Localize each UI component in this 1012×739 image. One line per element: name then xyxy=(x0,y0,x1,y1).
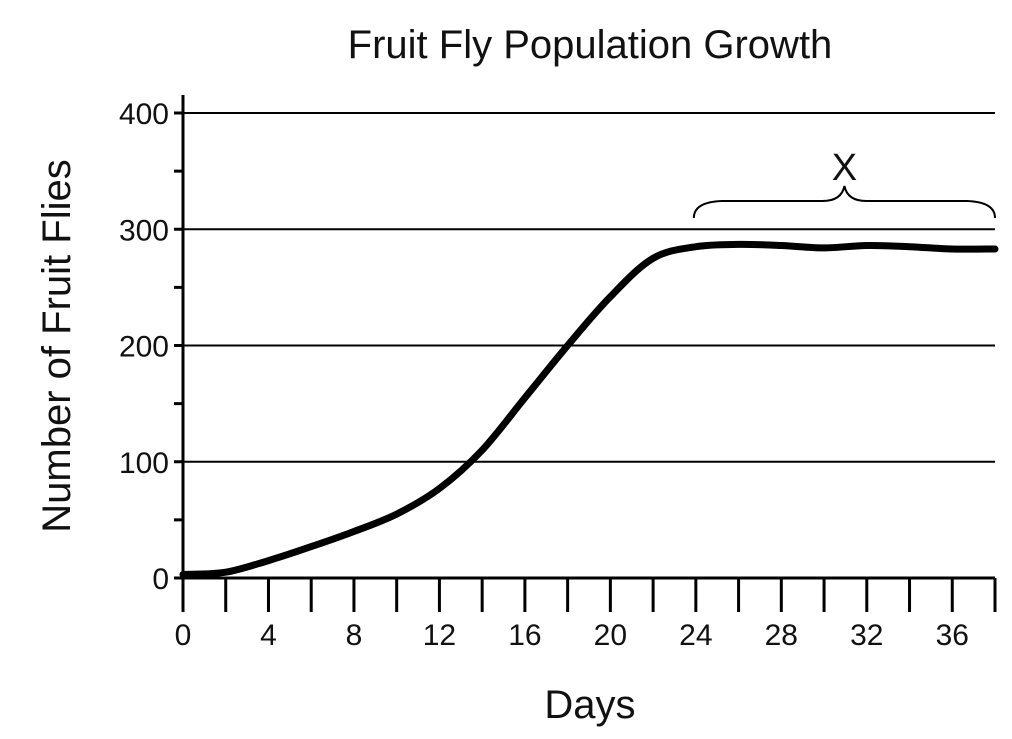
x-tick-label-12: 12 xyxy=(423,619,456,652)
x-ticks: 0 4 8 12 16 20 24 28 32 36 xyxy=(175,578,997,652)
x-tick-label-20: 20 xyxy=(594,619,627,652)
grid-lines xyxy=(183,112,995,463)
series-group xyxy=(179,240,999,578)
x-tick-label-24: 24 xyxy=(679,619,712,652)
x-tick-label-0: 0 xyxy=(175,619,192,652)
annotation-brace-0 xyxy=(692,185,996,219)
y-tick-label-200: 200 xyxy=(119,331,169,364)
x-tick-label-36: 36 xyxy=(936,619,969,652)
chart-title: Fruit Fly Population Growth xyxy=(348,23,833,67)
y-axis-label: Number of Fruit Flies xyxy=(35,159,79,532)
annotation-label-0: X xyxy=(832,147,857,189)
x-tick-label-16: 16 xyxy=(508,619,541,652)
y-tick-label-0: 0 xyxy=(152,563,169,596)
series-line-0 xyxy=(179,240,999,578)
annotations: X xyxy=(692,147,996,219)
x-tick-label-28: 28 xyxy=(765,619,798,652)
x-tick-label-4: 4 xyxy=(260,619,277,652)
y-tick-label-100: 100 xyxy=(119,447,169,480)
y-tick-label-300: 300 xyxy=(119,214,169,247)
x-tick-label-32: 32 xyxy=(850,619,883,652)
y-tick-label-400: 400 xyxy=(119,98,169,131)
y-ticks: 0 100 200 300 400 xyxy=(119,98,183,596)
x-axis-label: Days xyxy=(544,683,635,727)
x-tick-label-8: 8 xyxy=(346,619,363,652)
